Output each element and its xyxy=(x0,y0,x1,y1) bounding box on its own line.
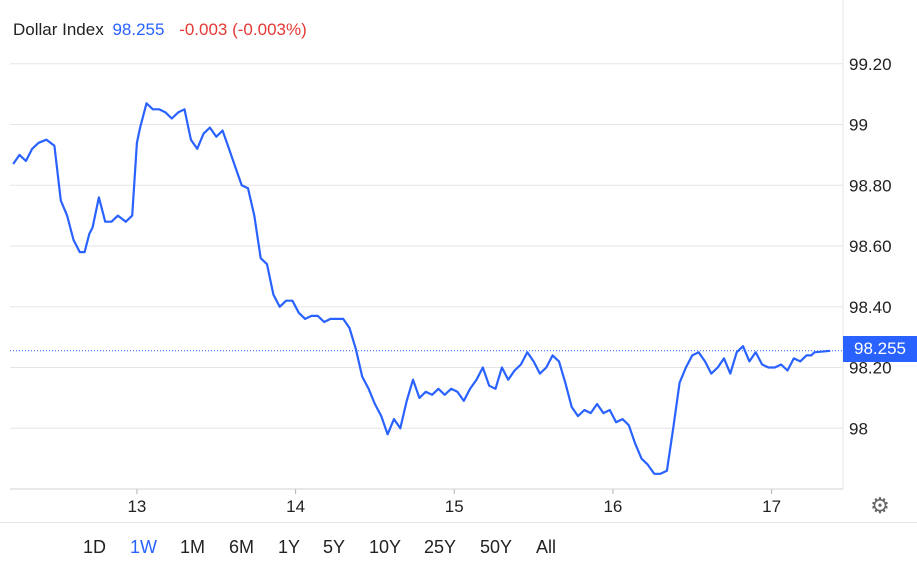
x-tick-label: 14 xyxy=(286,497,305,516)
range-button[interactable]: 1Y xyxy=(278,537,301,557)
instrument-change: -0.003 (-0.003%) xyxy=(179,20,307,39)
instrument-name: Dollar Index xyxy=(13,20,104,39)
range-button[interactable]: 5Y xyxy=(323,537,346,557)
y-tick-label: 98.80 xyxy=(849,176,892,195)
y-tick-label: 99 xyxy=(849,116,868,135)
range-button[interactable]: 6M xyxy=(229,537,255,557)
y-axis-labels: 98 98.20 98.40 98.60 98.80 99 99.20 xyxy=(849,55,892,438)
range-button[interactable]: All xyxy=(536,537,557,557)
gear-icon[interactable]: ⚙ xyxy=(870,493,890,518)
grid-lines xyxy=(10,63,843,429)
y-tick-label: 98 xyxy=(849,419,868,438)
range-button[interactable]: 50Y xyxy=(480,537,513,557)
range-button[interactable]: 1M xyxy=(180,537,206,557)
chart-header: Dollar Index 98.255 -0.003 (-0.003%) xyxy=(13,20,311,40)
y-tick-label: 98.40 xyxy=(849,298,892,317)
range-button[interactable]: 10Y xyxy=(369,537,402,557)
x-axis-labels: 13 14 15 16 17 xyxy=(127,489,781,516)
x-tick-label: 13 xyxy=(127,497,146,516)
y-tick-label: 99.20 xyxy=(849,55,892,74)
x-tick-label: 17 xyxy=(762,497,781,516)
instrument-value: 98.255 xyxy=(112,20,165,39)
range-button[interactable]: 25Y xyxy=(424,537,457,557)
range-button[interactable]: 1W xyxy=(130,537,157,557)
y-tick-label: 98.20 xyxy=(849,359,892,378)
price-chart[interactable]: 98 98.20 98.40 98.60 98.80 99 99.20 13 14 15 16 17 xyxy=(0,0,917,522)
x-tick-label: 15 xyxy=(445,497,464,516)
range-selector: 1D 1W 1M 6M 1Y 5Y 10Y 25Y 50Y All xyxy=(0,522,917,562)
last-price-tag: 98.255 xyxy=(843,336,917,362)
series-line-dollar-index xyxy=(12,102,831,475)
y-tick-label: 98.60 xyxy=(849,237,892,256)
range-button[interactable]: 1D xyxy=(83,537,107,557)
x-tick-label: 16 xyxy=(603,497,622,516)
